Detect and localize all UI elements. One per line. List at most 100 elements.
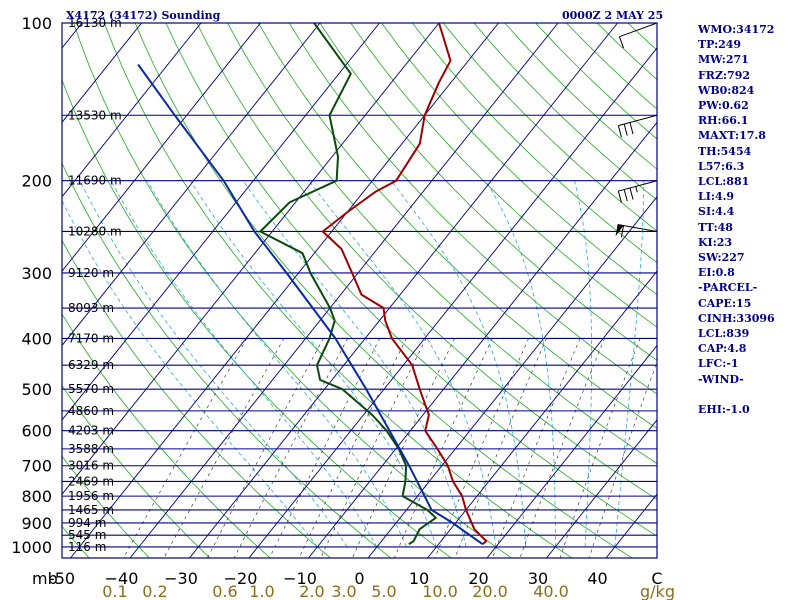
height-label: 10280 m [68, 224, 122, 238]
isotherm-line [486, 344, 657, 558]
index-line: -PARCEL- [698, 281, 758, 295]
dry-adiabat [288, 23, 657, 395]
moist-adiabat [110, 180, 378, 548]
pressure-tick-label: 600 [21, 422, 52, 441]
index-line: KI:23 [698, 235, 733, 249]
temperature-tick-label: C [651, 569, 662, 588]
mixing-ratio-line [269, 338, 381, 558]
isotherm-line [0, 23, 23, 558]
index-line [698, 387, 798, 402]
temperature-tick-label: 10 [409, 569, 429, 588]
chart-title: X4172 (34172) Sounding [66, 9, 221, 22]
mixing-ratio-label: 0.2 [142, 582, 167, 600]
isotherm-line [62, 23, 440, 495]
index-line: TH:5454 [698, 144, 752, 158]
isotherm-line [62, 23, 142, 124]
wind-barb-staff [618, 114, 658, 127]
pressure-tick-label: 400 [21, 329, 52, 348]
wind-barb-staff [619, 22, 658, 38]
isotherm-line [189, 23, 618, 558]
index-line: RH:66.1 [698, 114, 749, 128]
pressure-tick-label: 1000 [11, 538, 52, 557]
height-label: 7170 m [68, 331, 114, 345]
wind-barb-flag [629, 187, 634, 200]
dry-adiabat [62, 455, 150, 558]
index-line: TP:249 [698, 38, 742, 52]
mixing-ratio-label: 40.0 [533, 582, 569, 600]
dry-adiabat [381, 23, 657, 296]
temperature-tick-label: 30 [528, 569, 548, 588]
mixing-ratio-line [454, 338, 547, 558]
mixing-ratio-line [492, 338, 581, 558]
wind-barb-staff [618, 180, 658, 192]
dry-adiabat [227, 23, 657, 465]
height-label: 545 m [68, 528, 106, 542]
dry-adiabat [412, 23, 657, 264]
height-label: 994 m [68, 516, 106, 530]
dry-adiabat [134, 23, 633, 558]
wind-barb-flag [620, 225, 625, 238]
height-label: 9120 m [68, 266, 114, 280]
dry-adiabat [62, 385, 211, 558]
temperature-tick-label: −10 [283, 569, 317, 588]
isotherm-line [546, 419, 657, 558]
moist-adiabat [190, 180, 437, 548]
pressure-tick-label: 300 [21, 264, 52, 283]
isotherm-line [62, 23, 321, 347]
mixing-ratio-unit: g/kg [640, 582, 675, 600]
index-line: WB0:824 [698, 83, 755, 97]
wind-barb-flag [617, 190, 622, 203]
temperature-tick-label: -50 [49, 569, 75, 588]
moist-adiabat [242, 180, 467, 547]
pressure-unit-label: mb [32, 569, 58, 588]
mixing-ratio-line [298, 338, 407, 558]
index-line: SI:4.4 [698, 205, 735, 219]
index-line: -WIND- [698, 372, 744, 386]
mixing-ratio-line [233, 338, 349, 558]
moist-adiabat [614, 180, 645, 547]
height-label: 13530 m [68, 108, 122, 122]
temperature-tick-label: −30 [164, 569, 198, 588]
mixing-ratio-line [393, 338, 493, 558]
isotherm-line [427, 270, 657, 558]
dry-adiabat [258, 23, 657, 429]
index-line: EI:0.8 [698, 266, 735, 280]
temperature-tick-label: 20 [468, 569, 488, 588]
height-label: 5570 m [68, 382, 114, 396]
mixing-ratio-grid [123, 338, 657, 558]
wind-barb-staff [617, 224, 658, 232]
mixing-ratio-line [434, 338, 529, 558]
mixing-ratio-line [519, 338, 605, 558]
wind-barb-half-flag [635, 186, 638, 193]
height-label: 116 m [68, 540, 106, 554]
dry-adiabat [73, 23, 512, 558]
mixing-ratio-label: 10.0 [422, 582, 458, 600]
wind-barb-flag [629, 122, 634, 135]
dry-adiabat [62, 313, 271, 558]
mixing-ratio-label: 0.1 [102, 582, 127, 600]
isotherm-line [248, 47, 657, 558]
dry-adiabat [104, 23, 573, 558]
chart-date: 0000Z 2 MAY 25 [562, 9, 664, 22]
parcel-trace [137, 63, 484, 546]
index-line: CAPE:15 [698, 296, 752, 310]
index-line: CAP:4.8 [698, 342, 747, 356]
index-line: WMO:34172 [698, 23, 775, 36]
wind-barbs [615, 22, 658, 238]
index-line: TT:48 [698, 220, 733, 234]
height-label: 8093 m [68, 301, 114, 315]
index-line: LCL:839 [698, 327, 750, 341]
height-label: 3588 m [68, 442, 114, 456]
sounding-indices-panel: WMO:34172 TP:249 MW:271 FRZ:792 WB0:824 PW:0.… [698, 22, 798, 417]
mixing-ratio-label: 20.0 [472, 582, 508, 600]
height-label: 3016 m [68, 459, 114, 473]
index-line: L57:6.3 [698, 159, 745, 173]
mixing-ratio-label: 5.0 [371, 582, 396, 600]
pressure-tick-label: 100 [21, 14, 52, 33]
temperature-tick-label: −40 [105, 569, 139, 588]
index-line: PW:0.62 [698, 99, 749, 113]
height-label: 2469 m [68, 474, 114, 488]
mixing-ratio-line [588, 361, 657, 558]
wind-barb-flag [623, 189, 628, 202]
